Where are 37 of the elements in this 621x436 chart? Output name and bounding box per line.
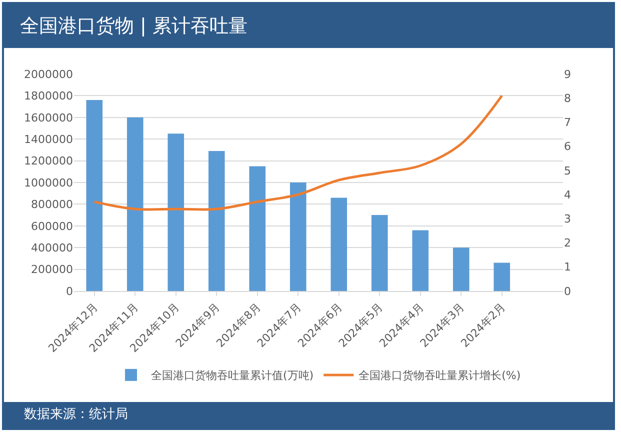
y2-tick-label: 9 [564, 68, 571, 81]
legend-label: 全国港口货物吞吐量累计增长(%) [358, 369, 521, 382]
y-tick-label: 0 [66, 284, 73, 298]
source-note: 数据来源：统计局 [4, 402, 613, 428]
bar [126, 117, 144, 291]
bar [494, 262, 510, 291]
legend-label: 全国港口货物吞吐量累计值(万吨) [151, 369, 314, 382]
bar [412, 230, 429, 291]
y2-tick-label: 4 [564, 188, 571, 202]
y2-tick-label: 7 [564, 116, 571, 130]
bar [452, 248, 470, 291]
y2-tick-label: 5 [564, 164, 571, 178]
y2-tick-label: 2 [564, 236, 571, 250]
bar [371, 215, 388, 291]
y-tick-label: 400000 [31, 241, 73, 254]
line-series [93, 94, 504, 211]
y-tick-label: 2000000 [24, 68, 73, 81]
y2-tick-label: 3 [564, 212, 571, 226]
y2-tick-label: 0 [564, 284, 571, 298]
y-tick-label: 1400000 [24, 132, 73, 146]
y2-tick-label: 6 [564, 140, 571, 154]
bar [249, 166, 266, 291]
bar [86, 100, 103, 291]
bar [330, 198, 348, 291]
y-tick-label: 1000000 [24, 176, 73, 190]
y-tick-label: 1800000 [24, 90, 73, 103]
y2-tick-label: 8 [564, 92, 571, 105]
y-tick-label: 1600000 [24, 111, 73, 124]
chart-title: 全国港口货物 | 累计吞吐量 [4, 4, 613, 48]
bar [208, 151, 225, 291]
y-tick-label: 600000 [31, 220, 73, 233]
y-tick-label: 1200000 [24, 154, 73, 168]
bar [168, 134, 184, 291]
y-tick-label: 200000 [31, 263, 73, 276]
y-tick-label: 800000 [31, 198, 73, 212]
y2-tick-label: 1 [564, 260, 571, 274]
bar [290, 182, 306, 291]
